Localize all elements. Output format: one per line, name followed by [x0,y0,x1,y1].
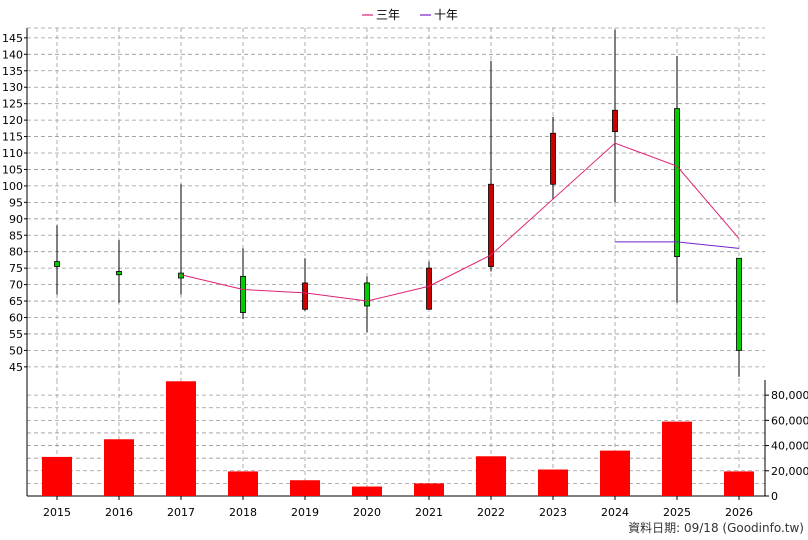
candle-body-2019 [302,282,308,310]
plot-frames [26,27,766,497]
candle-body-2022 [488,183,494,267]
price-tick-label: 50 [9,344,23,357]
price-tick-label: 75 [9,262,23,275]
legend-label-2: 十年 [434,8,458,22]
price-tick-label: 65 [9,295,23,308]
price-tick-label: 70 [9,279,23,292]
volume-tick-label: 20,000 [771,465,808,478]
volume-bar-2019 [290,480,320,496]
year-tick-label: 2023 [539,506,567,519]
year-x-ticks: 2015 2016 2017 2018 2019 2020 2021 2022 2023 2024… [43,496,753,519]
year-tick-label: 2017 [167,506,195,519]
volume-tick-label: 0 [771,490,778,503]
volume-bar-2016 [104,439,134,496]
price-tick-label: 90 [9,213,23,226]
year-tick-label: 2020 [353,506,381,519]
year-tick-label: 2016 [105,506,133,519]
series-line-2 [615,241,740,249]
candle-body-2020 [364,282,370,307]
volume-bar-2020 [352,486,382,496]
candle-body-2016 [116,271,122,276]
price-tick-label: 120 [2,114,23,127]
candlesticks [54,29,742,377]
price-tick-label: 115 [2,131,23,144]
volume-tick-label: 40,000 [771,440,808,453]
year-tick-label: 2024 [601,506,629,519]
volume-tick-label: 60,000 [771,414,808,427]
price-tick-label: 110 [2,147,23,160]
price-tick-label: 45 [9,361,23,374]
price-y-ticks: 45 50 55 60 65 70 75 80 85 90 95 100 105 110 115 120 125… [2,32,27,374]
volume-tick-label: 80,000 [771,389,808,402]
volume-bar-2025 [662,421,692,496]
year-tick-label: 2019 [291,506,319,519]
series-line-1 [180,142,740,302]
candle-body-2026 [736,257,742,351]
year-tick-label: 2015 [43,506,71,519]
year-tick-label: 2026 [725,506,753,519]
year-tick-label: 2021 [415,506,443,519]
year-tick-label: 2018 [229,506,257,519]
candle-body-2018 [240,275,246,313]
year-tick-label: 2025 [663,506,691,519]
volume-grid [27,380,765,496]
legend: 三年 十年 [362,8,458,22]
volume-bar-2015 [42,456,72,496]
price-tick-label: 140 [2,48,23,61]
volume-bar-2018 [228,471,258,496]
price-tick-label: 125 [2,98,23,111]
price-tick-label: 130 [2,81,23,94]
price-tick-label: 135 [2,65,23,78]
volume-y-ticks: 0 20,000 40,000 60,000 80,000 [765,389,808,503]
year-tick-label: 2022 [477,506,505,519]
volume-bar-2021 [414,483,444,496]
candle-body-2023 [550,132,556,185]
price-tick-label: 85 [9,229,23,242]
price-tick-label: 105 [2,163,23,176]
average-lines [180,142,740,302]
legend-label-1: 三年 [376,8,400,22]
volume-bar-2022 [476,456,506,496]
price-tick-label: 55 [9,328,23,341]
volume-bar-2024 [600,450,630,496]
price-tick-label: 145 [2,32,23,45]
candle-body-2025 [674,108,680,258]
price-grid [27,28,765,380]
volume-bar-2026 [724,471,754,496]
footer-source-date: 資料日期: 09/18 (Goodinfo.tw) [628,521,804,535]
price-tick-label: 60 [9,311,23,324]
candle-body-2015 [54,261,60,267]
price-tick-label: 80 [9,246,23,259]
volume-bar-2017 [166,381,196,496]
price-tick-label: 95 [9,196,23,209]
candle-body-2024 [612,109,618,133]
volume-bar-2023 [538,469,568,496]
candle-body-2021 [426,267,432,310]
volume-bars [42,381,754,496]
price-tick-label: 100 [2,180,23,193]
